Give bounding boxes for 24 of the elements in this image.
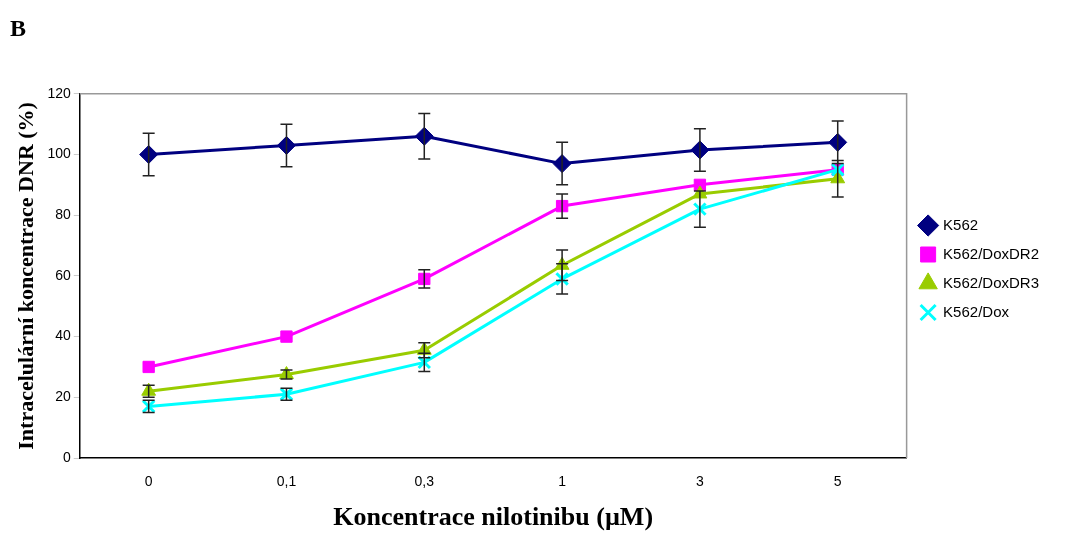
point bbox=[142, 360, 155, 374]
x-tick-label: 0 bbox=[144, 473, 153, 490]
y-tick-label: 60 bbox=[55, 266, 71, 283]
y-axis-title: Intracelulární koncentrace DNR (%) bbox=[12, 102, 38, 450]
point bbox=[280, 330, 293, 343]
legend-label: K562 bbox=[943, 215, 979, 233]
legend-label: K562/DoxDR2 bbox=[943, 244, 1040, 262]
y-tick-label: 0 bbox=[62, 448, 71, 465]
y-tick-label: 120 bbox=[47, 84, 71, 101]
point bbox=[276, 135, 296, 155]
y-tick-label: 80 bbox=[55, 206, 71, 223]
x-tick-label: 3 bbox=[696, 473, 705, 490]
legend-label: K562/DoxDR3 bbox=[943, 273, 1040, 291]
x-tick-label: 5 bbox=[833, 473, 842, 490]
y-tick-label: 20 bbox=[55, 388, 71, 405]
x-tick-label: 1 bbox=[558, 473, 567, 490]
y-tick-label: 100 bbox=[47, 145, 71, 162]
x-tick-label: 0,3 bbox=[414, 473, 435, 490]
point bbox=[414, 126, 434, 146]
x-axis-title: Koncentrace nilotinibu (µM) bbox=[333, 502, 654, 532]
x-tick-label: 0,1 bbox=[276, 473, 297, 490]
chart-title: B bbox=[10, 14, 27, 41]
y-tick-label: 40 bbox=[55, 327, 71, 344]
legend-label: K562/Dox bbox=[943, 302, 1010, 320]
